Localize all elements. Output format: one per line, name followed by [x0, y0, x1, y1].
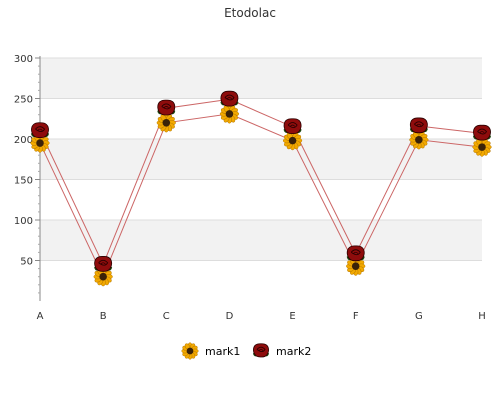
x-tick-label: B: [100, 311, 107, 322]
rose-petal-line: [477, 128, 488, 135]
x-tick-label: H: [478, 311, 486, 322]
data-point-mark1: [219, 104, 240, 124]
rose-petal-line: [37, 128, 43, 131]
legend-sunflower-icon: [181, 342, 199, 360]
legend-rose-icon: [252, 343, 270, 358]
rose-bloom: [346, 245, 365, 262]
rose-bloom: [94, 256, 113, 272]
data-point-mark1: [156, 113, 176, 133]
data-point-mark2: [220, 90, 239, 107]
series-line-mark2: [39, 98, 483, 266]
rose-bloom: [283, 118, 302, 135]
series-lines: [39, 98, 483, 278]
rose-petal-line: [163, 106, 169, 109]
y-axis-ticks: 50 100 150 200 250 300: [14, 54, 40, 294]
rose-petal-line: [226, 97, 232, 100]
sunflower-center: [186, 347, 194, 355]
y-tick-label: 300: [14, 54, 33, 65]
sunflower-center: [478, 143, 486, 151]
data-point-mark2: [473, 124, 491, 141]
rose-petal-line: [479, 131, 485, 134]
rose-petal-line: [414, 121, 424, 128]
series-line-mark1: [39, 113, 483, 278]
rose-bloom: [252, 343, 270, 358]
rose-petal-line: [100, 262, 106, 265]
data-point-mark2: [283, 118, 302, 135]
legend-label: mark1: [205, 345, 240, 358]
y-tick-label: 150: [14, 176, 33, 187]
data-point-mark2: [31, 122, 49, 139]
rose-petal-line: [258, 349, 264, 351]
y-tick-label: 200: [14, 135, 33, 146]
rose-petal-line: [416, 123, 422, 126]
rose-petal-line: [353, 251, 359, 254]
rose-petal-line: [290, 124, 296, 127]
data-point-mark2: [94, 256, 113, 272]
sunflower-center: [415, 136, 423, 144]
rose-petal-line: [35, 126, 46, 133]
x-tick-label: A: [37, 311, 44, 322]
chart-title: Etodolac: [224, 6, 276, 20]
data-point-mark2: [346, 245, 365, 262]
data-point-mark1: [472, 137, 492, 157]
sunflower-center: [162, 119, 171, 127]
rose-petal-line: [350, 249, 361, 256]
legend-label: mark2: [276, 345, 311, 358]
series-points: [30, 90, 492, 287]
sunflower-center: [225, 110, 234, 118]
rose-petal-line: [256, 346, 266, 353]
rose-bloom: [31, 122, 49, 139]
data-point-mark1: [282, 131, 303, 151]
rose-bloom: [473, 124, 491, 141]
x-tick-label: D: [226, 311, 234, 322]
sunflower-center: [99, 272, 107, 281]
y-tick-label: 250: [14, 95, 33, 106]
rose-petal-line: [98, 259, 109, 266]
rose-petal-line: [161, 103, 172, 110]
sunflower-center: [36, 139, 44, 147]
x-tick-label: C: [163, 311, 170, 322]
rose-bloom: [220, 90, 239, 107]
grid-band: [40, 139, 482, 180]
grid-bands: [40, 58, 482, 261]
rose-bloom: [409, 117, 428, 134]
x-tick-label: G: [415, 311, 423, 322]
x-tick-label: F: [353, 311, 359, 322]
rose-bloom: [157, 99, 176, 116]
data-point-mark2: [409, 117, 428, 134]
grid-band: [40, 58, 482, 99]
x-axis-ticks: A B C D E F G H: [37, 311, 486, 322]
grid-lines: [40, 57, 482, 261]
grid-band: [40, 220, 482, 261]
x-tick-label: E: [289, 311, 295, 322]
y-tick-label: 100: [14, 216, 33, 227]
data-point-mark2: [157, 99, 176, 116]
data-point-mark1: [409, 130, 429, 150]
legend: mark1 mark2: [181, 342, 311, 360]
rose-petal-line: [224, 94, 235, 101]
rose-petal-line: [287, 122, 298, 128]
y-tick-label: 50: [20, 257, 33, 268]
sunflower-center: [288, 136, 297, 145]
sunflower-center: [351, 262, 360, 270]
